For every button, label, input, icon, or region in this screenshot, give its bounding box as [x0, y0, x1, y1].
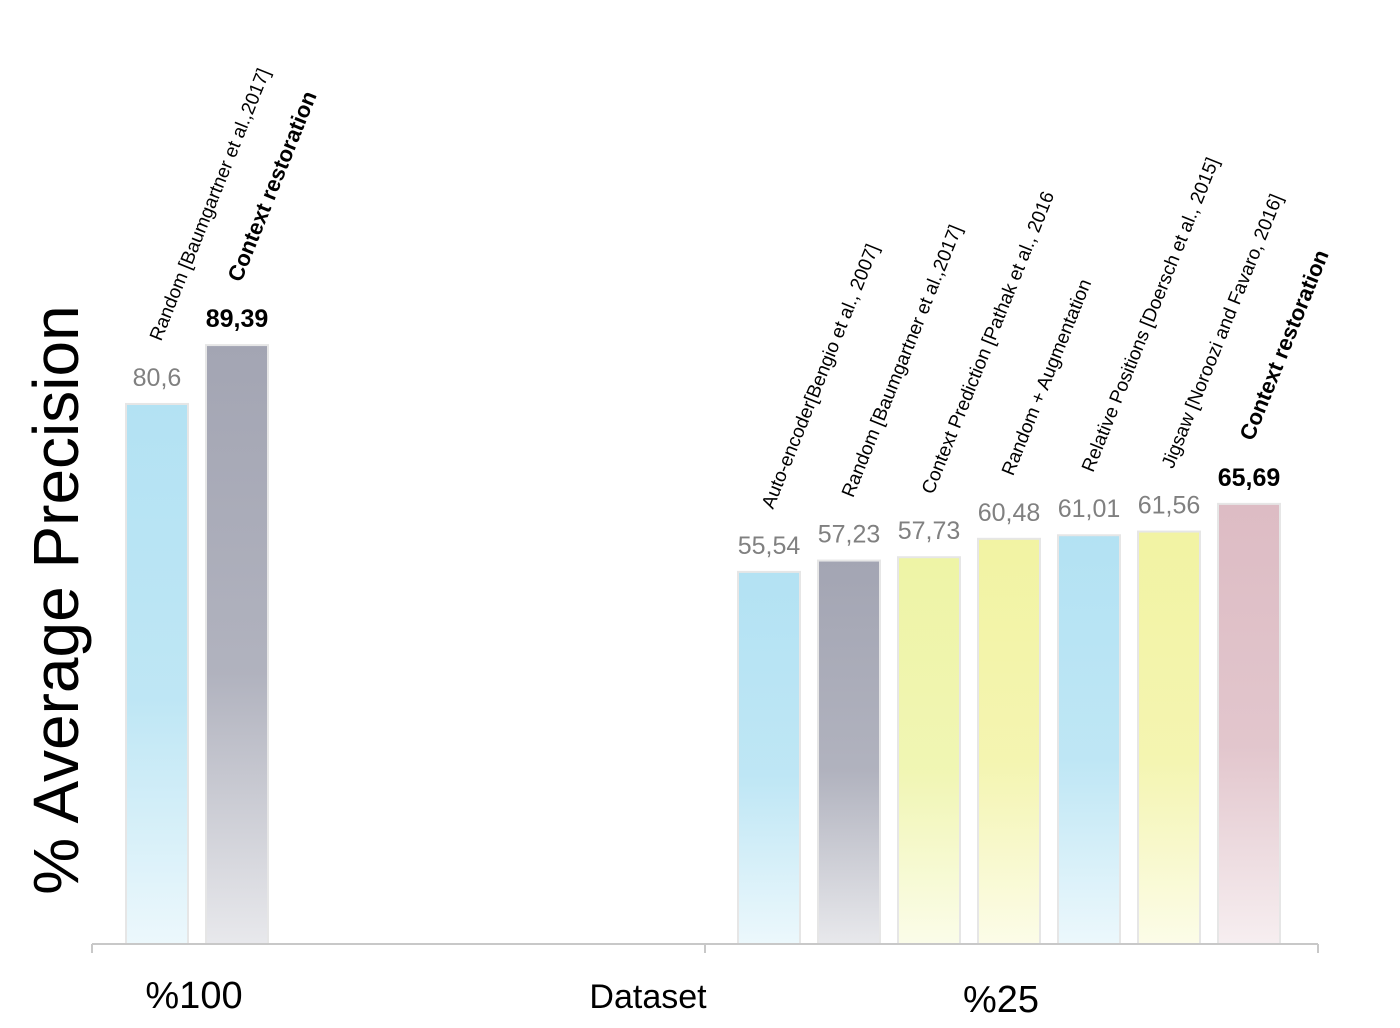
y-axis-title: % Average Precision [20, 305, 92, 894]
bar-pct25-3 [897, 556, 961, 945]
bar-pct100-1 [125, 402, 189, 946]
group-label-25: %25 [963, 979, 1039, 1021]
x-axis-ticks [91, 944, 1319, 953]
value-label: 61,56 [1138, 492, 1201, 520]
bar-pct25-6 [1137, 530, 1201, 945]
value-label: 61,01 [1058, 495, 1121, 523]
bar-pct25-1 [737, 570, 801, 946]
bar-pct25-5 [1057, 534, 1121, 945]
method-label: Context Prediction [Pathak et al., 2016 [918, 189, 1059, 498]
group-label-100: %100 [145, 975, 242, 1017]
value-label: 65,69 [1218, 464, 1281, 492]
bars-layer [125, 344, 1281, 946]
method-label: Relative Positions [Doersch et al., 2015… [1078, 155, 1224, 475]
bar-pct100-2 [205, 344, 269, 946]
value-label: 60,48 [978, 499, 1041, 527]
value-label: 55,54 [738, 532, 801, 560]
value-label: 57,23 [818, 521, 881, 549]
bar-pct25-7 [1217, 502, 1281, 945]
x-axis-title: Dataset [589, 978, 707, 1016]
value-label: 89,39 [206, 305, 269, 333]
value-label: 57,73 [898, 517, 961, 545]
bar-pct25-4 [977, 537, 1041, 945]
bar-pct25-2 [817, 559, 881, 946]
value-label: 80,6 [133, 364, 182, 392]
